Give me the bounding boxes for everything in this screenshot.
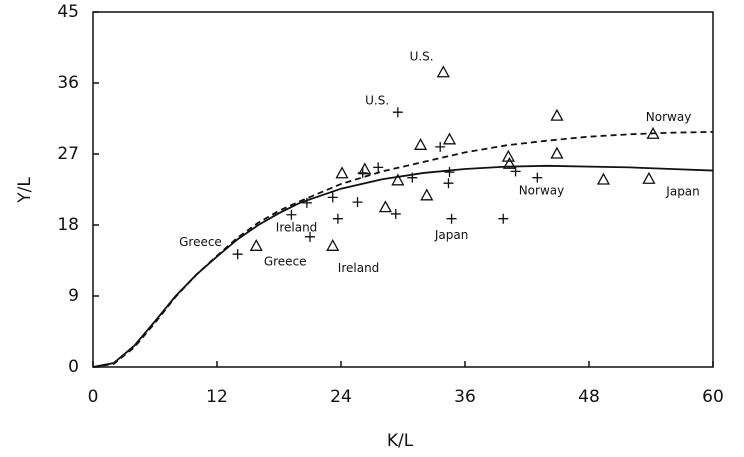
plus-point xyxy=(305,231,315,242)
y-tick-label: 0 xyxy=(68,357,79,377)
triangle-point xyxy=(550,108,564,121)
triangle-point xyxy=(391,173,405,186)
triangle-point xyxy=(420,188,434,201)
triangle-point xyxy=(642,171,656,184)
annotation: Ireland xyxy=(338,261,380,275)
plus-point xyxy=(444,167,455,178)
plus-point xyxy=(532,172,543,183)
x-axis-label: K/L xyxy=(387,431,414,451)
annotation: Greece xyxy=(264,255,307,269)
y-tick-label: 45 xyxy=(57,2,79,22)
triangle-point xyxy=(326,238,340,251)
annotation: Ireland xyxy=(276,221,318,235)
plus-point xyxy=(446,213,457,224)
annotation: Norway xyxy=(519,184,565,198)
annotation: U.S. xyxy=(365,94,389,108)
triangle-point xyxy=(413,137,428,150)
plus-point xyxy=(510,166,521,177)
triangle-point xyxy=(596,172,611,185)
curve xyxy=(92,131,714,368)
plus-point xyxy=(443,178,454,189)
x-tick-label: 12 xyxy=(206,387,228,407)
plus-point xyxy=(301,197,312,208)
plus-point xyxy=(357,167,368,178)
triangle-point xyxy=(442,132,457,145)
plus-point xyxy=(373,162,384,173)
annotation: Greece xyxy=(179,235,222,249)
plus-point xyxy=(232,249,243,260)
x-tick-label: 60 xyxy=(702,387,724,407)
triangle-point xyxy=(502,156,517,169)
annotation: Japan xyxy=(665,184,699,198)
y-tick-label: 27 xyxy=(57,144,79,164)
plus-point xyxy=(352,197,363,208)
plus-point xyxy=(390,208,401,219)
curve xyxy=(92,164,714,368)
triangle-point xyxy=(550,146,564,159)
plus-point xyxy=(286,209,297,220)
x-tick-label: 24 xyxy=(330,387,352,407)
x-tick-label: 36 xyxy=(454,387,476,407)
plus-point xyxy=(392,107,403,118)
triangle-point xyxy=(378,200,393,213)
triangle-point xyxy=(249,238,263,251)
y-tick-label: 9 xyxy=(68,286,79,306)
x-tick-label: 48 xyxy=(578,387,600,407)
x-tick-label: 0 xyxy=(88,387,99,407)
annotation: Japan xyxy=(434,228,468,242)
annotation: Norway xyxy=(646,110,692,124)
triangle-point xyxy=(335,166,349,179)
plot-frame xyxy=(92,11,714,368)
annotation: U.S. xyxy=(410,49,434,63)
y-tick-label: 36 xyxy=(57,73,79,93)
triangle-point xyxy=(436,65,450,78)
plus-point xyxy=(327,192,338,203)
y-tick-label: 18 xyxy=(57,215,79,235)
plus-point xyxy=(332,213,343,224)
plus-point xyxy=(498,213,509,224)
triangle-point xyxy=(358,162,372,175)
triangle-point xyxy=(646,126,660,139)
plus-point xyxy=(407,172,418,183)
y-axis-label: Y/L xyxy=(15,177,35,204)
plus-point xyxy=(435,141,446,152)
